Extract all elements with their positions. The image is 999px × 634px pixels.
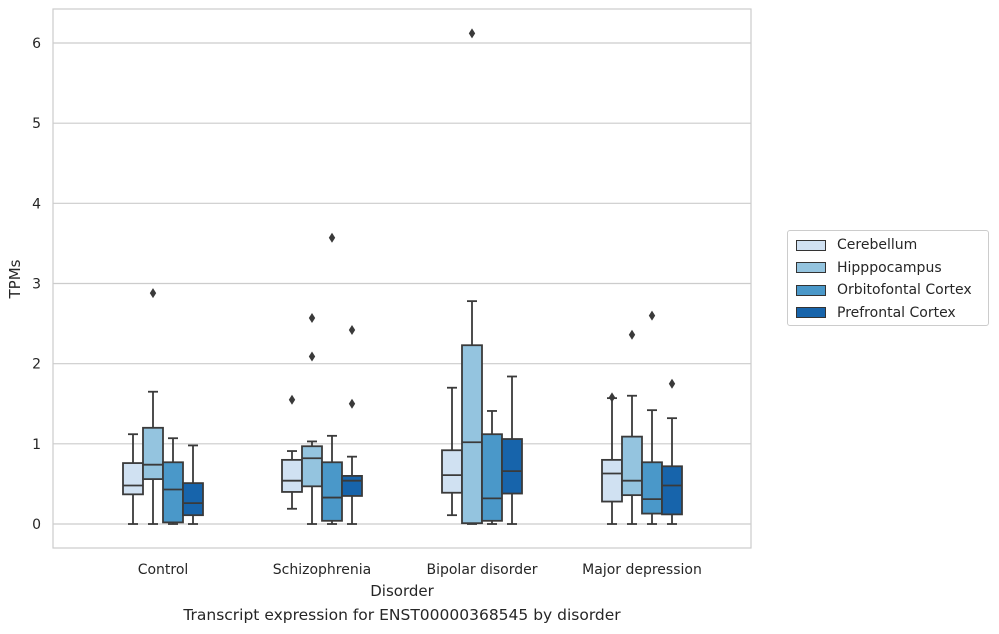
box-group	[641, 310, 663, 525]
box-iqr	[641, 461, 663, 515]
y-tick-label: 4	[32, 196, 41, 212]
box-iqr	[142, 426, 164, 481]
box-group	[441, 386, 463, 517]
box-group	[321, 232, 343, 525]
legend: Cerebellum Hipppocampus Orbitofontal Corte…	[787, 230, 989, 326]
legend-label: Hipppocampus	[837, 259, 942, 276]
box-group	[461, 28, 483, 525]
box-group	[661, 378, 683, 525]
box-iqr	[601, 458, 623, 503]
y-tick-label: 0	[32, 517, 41, 533]
y-tick-label: 6	[32, 36, 41, 52]
box-group	[182, 444, 204, 525]
outlier-point	[149, 288, 157, 299]
x-tick-label: Major depression	[582, 562, 702, 578]
outlier-point	[288, 394, 296, 405]
legend-item: Orbitofontal Cortex	[796, 280, 972, 300]
legend-item: Cerebellum	[796, 235, 917, 255]
legend-swatch	[796, 307, 826, 318]
box-iqr	[461, 344, 483, 525]
legend-label: Cerebellum	[837, 237, 918, 253]
box-iqr	[321, 461, 343, 522]
plot-frame	[52, 8, 752, 549]
outlier-point	[668, 378, 676, 389]
x-tick-label: Schizophrenia	[273, 562, 371, 578]
box-iqr	[341, 474, 363, 497]
grid-lines	[53, 42, 751, 525]
box-iqr	[501, 438, 523, 495]
outlier-point	[648, 310, 656, 321]
y-axis-label: TPMs	[6, 259, 24, 299]
y-tick-label: 5	[32, 116, 41, 132]
x-tick-label: Control	[138, 562, 189, 578]
box-iqr	[301, 445, 323, 488]
outlier-point	[348, 398, 356, 409]
box-iqr	[481, 433, 503, 522]
y-tick-labels: 0 1 2 3 4 5 6	[32, 36, 41, 533]
box-group	[301, 312, 323, 525]
box-group	[601, 392, 623, 525]
box-group	[142, 288, 164, 525]
y-tick-label: 2	[32, 357, 41, 373]
x-tick-labels: Control Schizophrenia Bipolar disorder Majo…	[138, 562, 702, 578]
legend-label: Orbitofontal Cortex	[837, 282, 972, 298]
box-iqr	[441, 449, 463, 494]
chart-caption: Transcript expression for ENST0000036854…	[183, 606, 621, 624]
box-group	[281, 394, 303, 510]
box-group	[341, 324, 363, 525]
y-tick-label: 1	[32, 437, 41, 453]
y-tick-label: 3	[32, 277, 41, 293]
outlier-point	[348, 324, 356, 335]
x-axis-label: Disorder	[370, 582, 434, 600]
outlier-point	[308, 351, 316, 362]
box-group	[162, 437, 184, 525]
legend-swatch	[796, 262, 826, 273]
legend-label: Prefrontal Cortex	[837, 304, 956, 321]
box-iqr	[182, 482, 204, 517]
outlier-point	[468, 28, 476, 39]
box-iqr	[621, 435, 643, 497]
box-group	[122, 433, 144, 525]
box-iqr	[162, 461, 184, 524]
outlier-point	[328, 232, 336, 243]
box-plot-marks	[122, 28, 683, 525]
outlier-point	[608, 392, 616, 403]
box-group	[501, 375, 523, 525]
legend-swatch	[796, 284, 826, 296]
box-group	[621, 329, 643, 525]
box-group	[481, 410, 503, 525]
legend-item: Prefrontal Cortex	[796, 303, 956, 323]
outlier-point	[628, 329, 636, 340]
box-iqr	[661, 465, 683, 516]
legend-swatch	[796, 239, 826, 251]
box-iqr	[122, 462, 144, 496]
outlier-point	[308, 312, 316, 323]
box-iqr	[281, 458, 303, 493]
legend-item: Hipppocampus	[796, 258, 942, 278]
x-tick-label: Bipolar disorder	[426, 562, 537, 578]
